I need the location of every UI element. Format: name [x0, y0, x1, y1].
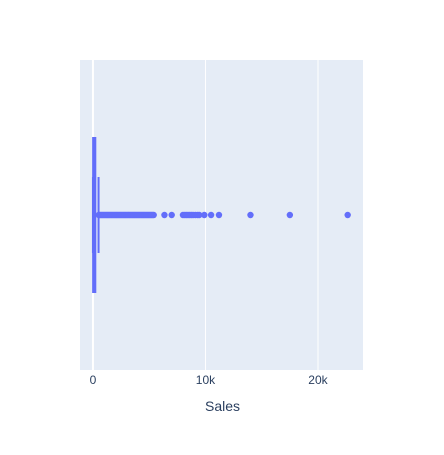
outlier-point-66 — [286, 211, 294, 219]
x-tick-label-0: 0 — [90, 373, 97, 387]
x-tick-label-1: 10k — [196, 373, 216, 387]
outlier-points — [95, 211, 351, 219]
outlier-point-61 — [196, 211, 203, 219]
outlier-point-64 — [215, 211, 223, 219]
outlier-point-67 — [344, 211, 351, 219]
outlier-point-50 — [161, 211, 168, 219]
x-axis-title: Sales — [205, 398, 240, 414]
x-tick-label-2: 20k — [308, 373, 328, 387]
outlier-point-63 — [207, 211, 215, 219]
outlier-point-62 — [201, 211, 208, 219]
outlier-point-65 — [247, 211, 254, 219]
x-axis-ticks: 0 10k 20k — [90, 373, 329, 387]
outlier-point-51 — [168, 211, 175, 219]
outlier-point-49 — [150, 211, 157, 219]
